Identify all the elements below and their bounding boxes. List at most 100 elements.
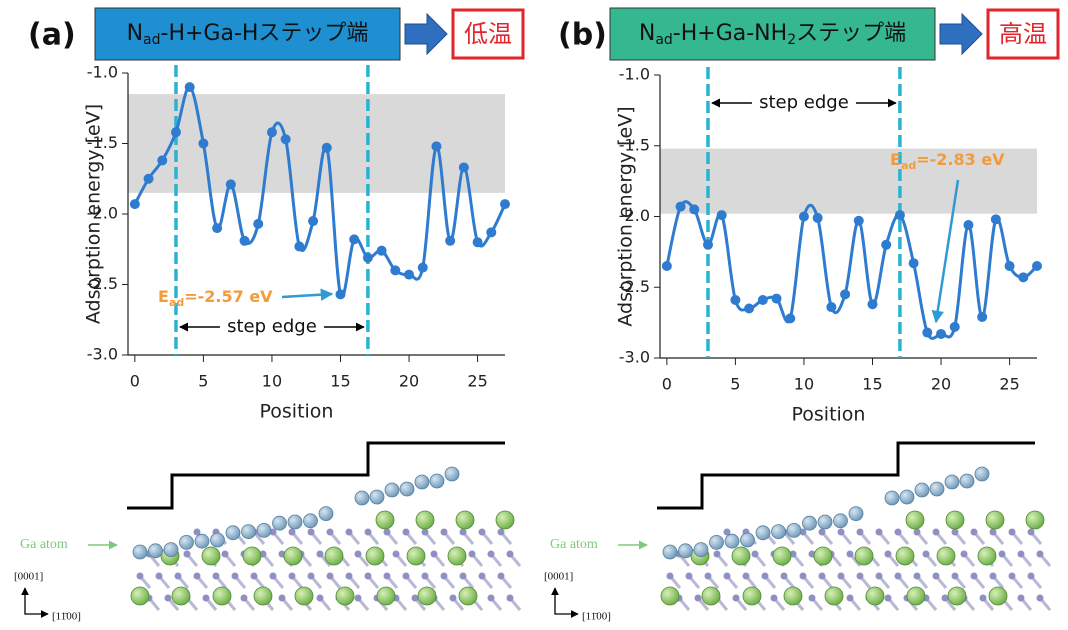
direction-axes bbox=[551, 587, 579, 618]
ga-adatom bbox=[848, 506, 864, 521]
text-part: ステップ端 bbox=[796, 21, 906, 46]
ga-adatom bbox=[444, 466, 460, 482]
n-atom bbox=[704, 572, 712, 580]
data-point bbox=[294, 241, 305, 252]
atom-label: Ga atom bbox=[20, 537, 68, 552]
ga-adatom bbox=[179, 535, 194, 550]
ga-bulk-atom bbox=[283, 546, 303, 566]
n-atom bbox=[1008, 528, 1016, 536]
n-atom bbox=[989, 528, 997, 536]
panel-label: (b) bbox=[558, 18, 607, 53]
ga-bulk-atom bbox=[854, 546, 874, 566]
ga-bulk-atom bbox=[742, 586, 762, 606]
ga-bulk-atom bbox=[947, 586, 967, 606]
ga-bulk-atom bbox=[455, 510, 475, 530]
data-point bbox=[826, 302, 837, 313]
data-point bbox=[212, 223, 223, 234]
n-atom bbox=[326, 528, 334, 536]
step-profile bbox=[127, 441, 505, 510]
ga-bulk-atom bbox=[171, 586, 191, 606]
ga-adatom bbox=[884, 490, 900, 506]
data-point bbox=[129, 199, 140, 210]
ga-adatom bbox=[163, 542, 179, 557]
ga-adatom bbox=[771, 524, 786, 539]
y-axis-label: Adsorption energy [eV] bbox=[615, 106, 637, 326]
ga-bulk-atom bbox=[977, 546, 997, 566]
ga-bulk-atom bbox=[945, 510, 965, 530]
n-atom bbox=[979, 594, 987, 602]
n-atom bbox=[307, 528, 315, 536]
direction-axes bbox=[21, 587, 49, 618]
n-atom bbox=[856, 528, 864, 536]
n-atom bbox=[808, 594, 816, 602]
ga-bulk-atom bbox=[985, 510, 1005, 530]
header-arrow bbox=[404, 12, 448, 56]
ga-bulk-atom bbox=[495, 510, 515, 530]
n-atom bbox=[316, 550, 324, 558]
data-point bbox=[308, 216, 319, 227]
n-atom bbox=[183, 550, 191, 558]
n-atom bbox=[402, 572, 410, 580]
n-atom bbox=[732, 594, 740, 602]
n-atom bbox=[288, 572, 296, 580]
n-atom bbox=[1008, 572, 1016, 580]
ga-bulk-atom bbox=[813, 546, 833, 566]
n-atom bbox=[694, 594, 702, 602]
x-axis-label: Position bbox=[260, 401, 334, 423]
x-tick-label: 15 bbox=[330, 372, 350, 391]
n-atom bbox=[951, 528, 959, 536]
x-tick-label: 25 bbox=[467, 372, 487, 391]
n-atom bbox=[818, 528, 826, 536]
x-tick-label: 20 bbox=[931, 375, 951, 394]
n-atom bbox=[221, 550, 229, 558]
data-point bbox=[757, 294, 768, 305]
ga-adatom bbox=[384, 482, 400, 498]
data-point bbox=[922, 327, 933, 338]
ga-adatom bbox=[256, 523, 272, 538]
n-atom bbox=[430, 550, 438, 558]
n-atom bbox=[497, 572, 505, 580]
n-atom bbox=[497, 528, 505, 536]
data-point bbox=[730, 294, 741, 305]
n-atom bbox=[411, 594, 419, 602]
n-atom bbox=[713, 550, 721, 558]
ga-adatom bbox=[148, 543, 163, 559]
data-point bbox=[894, 210, 905, 221]
n-atom bbox=[364, 528, 372, 536]
ga-bulk-atom bbox=[415, 510, 435, 530]
header-arrow bbox=[939, 12, 983, 56]
ga-bulk-atom bbox=[365, 546, 385, 566]
x-tick-label: 10 bbox=[794, 375, 814, 394]
data-point bbox=[376, 245, 387, 256]
annotation-arrow bbox=[931, 179, 960, 324]
n-atom bbox=[345, 528, 353, 536]
ga-bulk-atom bbox=[865, 586, 885, 606]
ga-bulk-atom bbox=[660, 586, 680, 606]
n-atom bbox=[685, 572, 693, 580]
n-atom bbox=[478, 572, 486, 580]
ga-bulk-atom bbox=[988, 586, 1008, 606]
x-tick-label: 20 bbox=[399, 372, 419, 391]
ga-bulk-atom bbox=[294, 586, 314, 606]
ga-adatom bbox=[929, 481, 945, 497]
n-atom bbox=[951, 572, 959, 580]
data-point bbox=[716, 210, 727, 221]
n-atom bbox=[856, 572, 864, 580]
data-point bbox=[404, 269, 415, 280]
n-atom bbox=[837, 572, 845, 580]
chart-title: Nad-H+Ga-Hステップ端 bbox=[127, 21, 369, 48]
n-atom bbox=[989, 572, 997, 580]
data-point bbox=[990, 214, 1001, 225]
data-point bbox=[253, 218, 264, 229]
ga-bulk-atom bbox=[212, 586, 232, 606]
n-atom bbox=[970, 528, 978, 536]
data-point bbox=[798, 211, 809, 222]
subscript: ad bbox=[655, 32, 672, 48]
ga-adatom bbox=[414, 474, 430, 490]
subscript: ad bbox=[169, 296, 184, 309]
step-label: step edge bbox=[759, 92, 849, 113]
ga-adatom bbox=[914, 482, 930, 498]
data-point bbox=[867, 299, 878, 310]
n-atom bbox=[421, 528, 429, 536]
data-point bbox=[785, 313, 796, 324]
